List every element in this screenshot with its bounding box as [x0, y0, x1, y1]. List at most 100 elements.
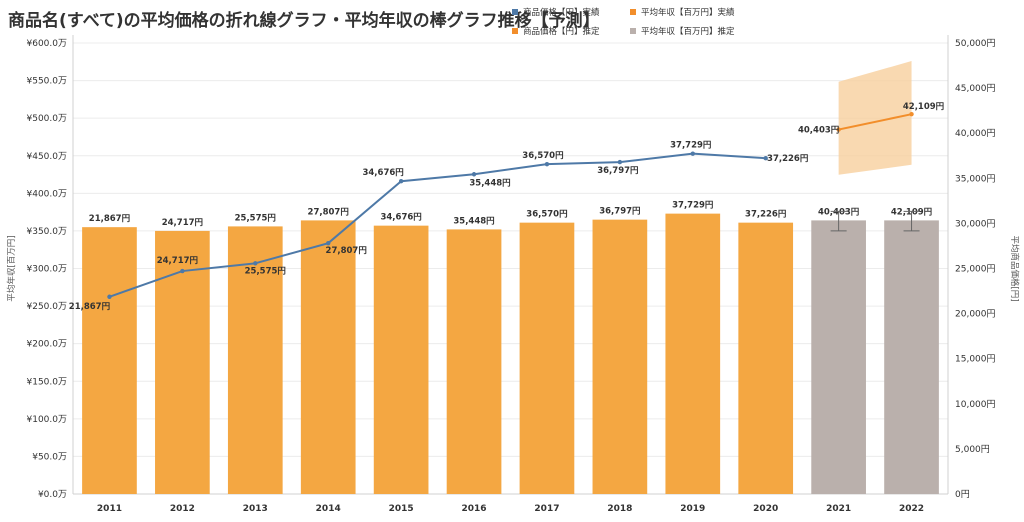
left-axis-tick-label: ¥300.0万 — [27, 265, 68, 275]
x-axis-tick-label: 2011 — [97, 504, 122, 514]
line-point — [180, 268, 185, 274]
left-axis-tick-label: ¥550.0万 — [27, 77, 68, 87]
x-axis-tick-label: 2013 — [243, 504, 268, 514]
bar-data-label: 35,448円 — [453, 216, 494, 226]
line-data-label: 37,226円 — [767, 154, 808, 164]
bar-data-label: 36,570円 — [526, 210, 567, 220]
line-point — [690, 151, 695, 156]
x-axis-tick-label: 2014 — [316, 504, 341, 514]
left-axis-tick-label: ¥450.0万 — [27, 152, 68, 162]
forecast-data-label: 40,403円 — [798, 126, 839, 136]
legend-item-income-actual[interactable]: 平均年収【百万円】実績 — [630, 6, 780, 18]
bar-data-label: 21,867円 — [89, 214, 130, 224]
line-series-actual — [109, 152, 766, 298]
line-data-label: 24,717円 — [157, 256, 198, 266]
right-axis-tick-label: 50,000円 — [955, 38, 996, 49]
bar-data-label: 36,797円 — [599, 207, 640, 217]
line-data-label: 27,807円 — [326, 246, 367, 256]
right-axis-tick-label: 0円 — [955, 489, 970, 500]
bar — [811, 220, 866, 495]
x-axis-tick-label: 2012 — [170, 504, 195, 514]
line-data-label: 34,676円 — [362, 168, 403, 178]
bar — [373, 225, 429, 494]
left-axis-tick-label: ¥150.0万 — [27, 377, 68, 387]
right-axis-tick-label: 45,000円 — [955, 83, 996, 94]
line-series-forecast — [838, 113, 912, 131]
bar — [738, 222, 794, 495]
line-data-label: 36,797円 — [597, 166, 638, 176]
line-point — [326, 240, 331, 246]
line-point — [544, 161, 550, 167]
right-axis-tick-label: 30,000円 — [955, 218, 996, 229]
bar — [227, 226, 283, 494]
line-data-label: 36,570円 — [522, 151, 563, 161]
legend-label: 商品価格【円】実績 — [523, 8, 600, 18]
bar — [519, 222, 575, 495]
right-axis-tick-label: 5,000円 — [955, 444, 990, 455]
legend-swatch — [512, 9, 518, 15]
bar — [592, 219, 648, 494]
left-axis-title: 平均年収[百万円] — [6, 235, 17, 301]
legend-item-price-forecast[interactable]: 商品価格【円】推定 — [512, 25, 630, 37]
bar-data-label: 37,226円 — [745, 210, 786, 220]
line-data-label: 21,867円 — [69, 302, 110, 312]
left-axis-tick-label: ¥200.0万 — [27, 340, 68, 350]
bar — [446, 229, 502, 494]
left-axis-tick-label: ¥0.0万 — [38, 490, 67, 500]
left-axis-tick-label: ¥400.0万 — [27, 189, 68, 199]
line-point — [398, 179, 404, 184]
right-axis-tick-label: 40,000円 — [955, 128, 996, 139]
left-axis-tick-label: ¥250.0万 — [27, 302, 68, 312]
bar-data-label: 34,676円 — [380, 213, 421, 223]
legend-item-income-forecast[interactable]: 平均年収【百万円】推定 — [630, 25, 780, 37]
line-point — [617, 159, 623, 165]
left-axis-tick-label: ¥500.0万 — [27, 114, 68, 124]
legend-label: 平均年収【百万円】推定 — [641, 27, 735, 37]
bar-data-label: 24,717円 — [162, 218, 203, 228]
bar-data-label: 27,807円 — [308, 207, 349, 217]
bar-data-label: 37,729円 — [672, 201, 713, 211]
forecast-point — [836, 127, 841, 132]
x-axis-tick-label: 2019 — [680, 504, 705, 514]
x-axis-tick-label: 2020 — [753, 504, 778, 514]
legend-item-price-actual[interactable]: 商品価格【円】実績 — [512, 6, 630, 18]
line-data-label: 35,448円 — [469, 178, 510, 188]
legend-label: 商品価格【円】推定 — [523, 27, 600, 37]
x-axis-tick-label: 2016 — [462, 504, 487, 514]
left-axis-tick-label: ¥100.0万 — [27, 415, 68, 425]
right-axis-tick-label: 20,000円 — [955, 309, 996, 320]
left-axis-tick-label: ¥50.0万 — [32, 452, 67, 462]
line-data-label: 37,729円 — [670, 141, 711, 151]
x-axis-tick-label: 2022 — [899, 504, 924, 514]
legend-swatch — [512, 28, 518, 34]
line-point — [471, 172, 477, 177]
legend-label: 平均年収【百万円】実績 — [641, 8, 735, 18]
legend-swatch — [630, 9, 636, 15]
left-axis-tick-label: ¥350.0万 — [27, 227, 68, 237]
line-point — [253, 261, 258, 266]
bar — [665, 213, 721, 494]
x-axis-tick-label: 2017 — [534, 504, 559, 514]
x-axis-tick-label: 2021 — [826, 504, 851, 514]
bar-data-label: 25,575円 — [235, 213, 276, 223]
right-axis-tick-label: 25,000円 — [955, 264, 996, 275]
forecast-point — [909, 111, 914, 117]
forecast-band — [838, 61, 912, 175]
line-point — [763, 156, 768, 161]
line-point — [107, 294, 112, 299]
x-axis-tick-label: 2015 — [389, 504, 414, 514]
legend-swatch — [630, 28, 636, 34]
right-axis-tick-label: 10,000円 — [955, 399, 996, 410]
bar — [82, 227, 137, 495]
right-axis-tick-label: 15,000円 — [955, 354, 996, 365]
bar — [300, 220, 356, 495]
legend: 商品価格【円】実績 平均年収【百万円】実績 商品価格【円】推定 平均年収【百万円… — [512, 6, 780, 37]
forecast-data-label: 42,109円 — [903, 102, 944, 112]
line-data-label: 25,575円 — [245, 266, 286, 276]
right-axis-title: 平均商品価格[円] — [1009, 235, 1020, 301]
bar — [884, 220, 939, 495]
x-axis-tick-label: 2018 — [607, 504, 632, 514]
bar — [155, 230, 210, 494]
left-axis-tick-label: ¥600.0万 — [27, 39, 68, 49]
